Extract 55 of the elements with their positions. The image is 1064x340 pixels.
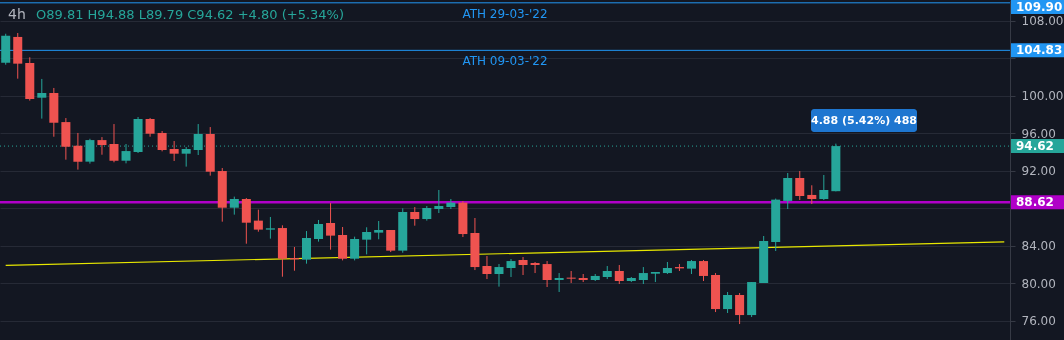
candlestick (241, 197, 251, 245)
ref-line-label: 109.90 (1016, 0, 1063, 14)
candlestick (699, 259, 709, 282)
y-tick-label: 108.00 (1021, 14, 1064, 29)
candlestick (795, 170, 805, 201)
candlestick (362, 226, 372, 255)
candlestick (229, 196, 239, 216)
candlestick (807, 184, 817, 205)
candlestick (530, 261, 540, 274)
candlestick (735, 292, 745, 325)
ref-line-label: 94.62 (1016, 139, 1054, 154)
text: O89.81 H94.88 L89.79 C94.62 +4.80 (+5.34%) (36, 7, 345, 22)
candlestick (566, 270, 576, 284)
annotation: 4.88 (5.42%) 488 (811, 113, 917, 127)
candlestick (518, 256, 528, 276)
candlestick (265, 216, 275, 240)
candlestick (446, 198, 456, 210)
y-tick-label: 76.00 (1021, 314, 1056, 329)
candlestick (301, 230, 311, 265)
candlestick (542, 260, 552, 288)
candlestick (494, 263, 504, 288)
y-tick-label: 92.00 (1021, 164, 1056, 179)
candlestick (338, 226, 348, 261)
candlestick (181, 146, 191, 168)
candlestick (783, 172, 793, 210)
candlestick (506, 258, 516, 278)
y-tick-label: 96.00 (1021, 126, 1056, 141)
candlestick (723, 291, 733, 314)
ref-line-label: 104.83 (1016, 43, 1063, 58)
y-tick-label: 80.00 (1021, 276, 1056, 291)
annotation: ATH 29-03-'22 (462, 6, 548, 21)
chart-title: 4h (8, 6, 26, 22)
y-tick-label: 84.00 (1021, 239, 1056, 254)
candlestick (169, 140, 179, 162)
candlestick (253, 209, 263, 233)
candlestick (410, 206, 420, 227)
candlestick (614, 264, 624, 285)
candlestick (157, 130, 167, 152)
candlestick (314, 219, 324, 243)
candlestick (97, 136, 107, 156)
candlestick (145, 117, 155, 138)
y-tick-label: 100.00 (1021, 89, 1064, 104)
candlestick (109, 123, 119, 163)
candlestick (37, 78, 47, 120)
candlestick (73, 132, 83, 171)
ref-line-label: 88.62 (1016, 195, 1054, 210)
candlestick (374, 220, 384, 240)
candlestick (350, 236, 360, 261)
candlestick (326, 202, 336, 251)
candlestick (434, 189, 444, 214)
candlestick (386, 229, 396, 253)
candlestick (554, 272, 564, 293)
candlestick (482, 255, 492, 280)
annotation: ATH 09-03-'22 (462, 54, 548, 69)
candlestick (819, 174, 829, 201)
